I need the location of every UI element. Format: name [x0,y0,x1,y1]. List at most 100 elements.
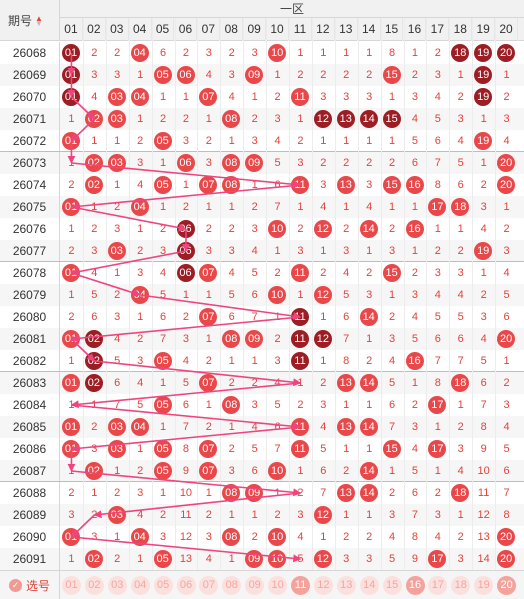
miss-count: 1 [68,223,75,235]
drawn-ball: 13 [336,110,355,128]
table-row: 26080 2 6 3 1 6 2 07 6 7 1 11 1 6 14 2 4 5 5 3 6 [0,306,524,328]
pick-label[interactable]: ✓ 选号 [0,571,60,599]
pick-ball-17[interactable]: 17 [428,576,448,595]
miss-count: 12 [179,531,193,543]
miss-count: 1 [297,201,304,213]
drawn-ball: 03 [107,440,126,458]
drawn-ball: 13 [336,418,355,436]
drawn-number-cell: 12 [312,328,335,350]
pick-ball-04[interactable]: 04 [130,576,150,595]
pick-ball-16[interactable]: 16 [405,576,425,595]
miss-count: 3 [457,553,464,565]
drawn-number-cell: 11 [289,306,312,328]
drawn-ball: 04 [130,88,149,106]
drawn-ball: 07 [199,264,218,282]
drawn-number-cell: 19 [472,64,495,86]
drawn-number-cell: 05 [152,64,175,86]
column-header-08: 08 [220,18,244,41]
pick-ball-20[interactable]: 20 [497,576,517,595]
miss-count: 4 [503,421,510,433]
miss-count: 5 [411,333,418,345]
table-row: 26085 01 2 03 04 1 7 2 1 4 6 11 4 13 14 7 3 1 2 8 4 [0,416,524,438]
column-header-20: 20 [495,18,518,41]
table-row: 26084 1 1 7 5 05 6 1 08 3 5 2 3 1 1 6 2 17 1 7 3 [0,394,524,416]
miss-count: 1 [343,201,350,213]
miss-count: 2 [343,157,350,169]
drawn-number-cell: 05 [152,460,175,482]
pick-ball-03[interactable]: 03 [107,576,127,595]
pick-label-text: 选号 [25,579,50,593]
miss-count: 1 [251,509,258,521]
pick-ball-12[interactable]: 12 [313,576,333,595]
drawn-ball: 08 [222,154,241,172]
drawn-number-cell: 17 [426,196,449,218]
miss-count: 1 [503,201,510,213]
miss-count: 3 [457,443,464,455]
pick-ball-15[interactable]: 15 [382,576,402,595]
miss-count: 3 [114,69,121,81]
pick-ball-19[interactable]: 19 [474,576,494,595]
pick-ball-14[interactable]: 14 [359,576,379,595]
miss-count: 5 [411,135,418,147]
drawn-number-cell: 02 [83,108,106,130]
miss-count: 4 [457,465,464,477]
miss-count: 1 [320,135,327,147]
drawn-number-cell: 20 [495,526,518,548]
miss-count: 1 [137,223,144,235]
grid-line [311,18,313,593]
miss-count: 10 [477,465,490,477]
drawn-ball: 06 [176,264,195,282]
drawn-ball: 13 [336,374,355,392]
miss-count: 8 [503,509,510,521]
drawn-number-cell: 12 [312,108,335,130]
miss-count: 1 [251,91,258,103]
sort-icon[interactable]: ▲ ▼ [35,13,43,28]
group-separator [0,151,524,152]
miss-count: 1 [228,201,235,213]
miss-count: 2 [251,377,258,389]
drawn-ball: 01 [62,132,80,150]
drawn-number-cell: 15 [381,438,404,460]
miss-count: 1 [503,355,510,367]
pick-ball-06[interactable]: 06 [176,576,196,595]
table-row: 26077 2 3 03 2 3 06 3 3 4 1 3 1 3 1 3 1 2 2 19 3 [0,240,524,262]
drawn-ball: 07 [199,462,218,480]
drawn-ball: 19 [474,132,493,150]
drawn-number-cell: 01 [60,262,83,284]
drawn-number-cell: 06 [175,218,198,240]
pick-ball-05[interactable]: 05 [153,576,173,595]
miss-count: 3 [503,113,510,125]
miss-count: 1 [457,223,464,235]
pick-ball-11[interactable]: 11 [291,576,310,595]
miss-count: 5 [457,157,464,169]
miss-count: 3 [343,245,350,257]
miss-count: 3 [297,157,304,169]
drawn-number-cell: 02 [83,152,106,174]
pick-ball-13[interactable]: 13 [336,576,356,595]
pick-ball-09[interactable]: 09 [245,576,265,595]
miss-count: 1 [228,135,235,147]
drawn-number-cell: 12 [312,284,335,306]
drawn-ball: 14 [359,374,378,392]
pick-ball-10[interactable]: 10 [268,576,288,595]
drawn-number-cell: 16 [404,350,427,372]
miss-count: 1 [434,223,441,235]
pick-ball-02[interactable]: 02 [84,576,104,595]
miss-count: 5 [503,443,510,455]
drawn-number-cell: 14 [358,460,381,482]
miss-count: 2 [91,421,98,433]
miss-count: 2 [137,465,144,477]
pick-ball-07[interactable]: 07 [199,576,219,595]
pick-ball-18[interactable]: 18 [451,576,471,595]
period-column-header[interactable]: 期号 ▲ ▼ [0,0,60,41]
miss-count: 4 [411,311,418,323]
pick-ball-01[interactable]: 01 [62,576,81,595]
period-number: 26075 [0,196,60,218]
miss-count: 1 [320,47,327,59]
pick-ball-08[interactable]: 08 [222,576,242,595]
miss-count: 2 [274,509,281,521]
miss-count: 3 [411,289,418,301]
miss-count: 1 [388,91,396,103]
miss-count: 1 [434,421,441,433]
miss-count: 4 [343,267,350,279]
